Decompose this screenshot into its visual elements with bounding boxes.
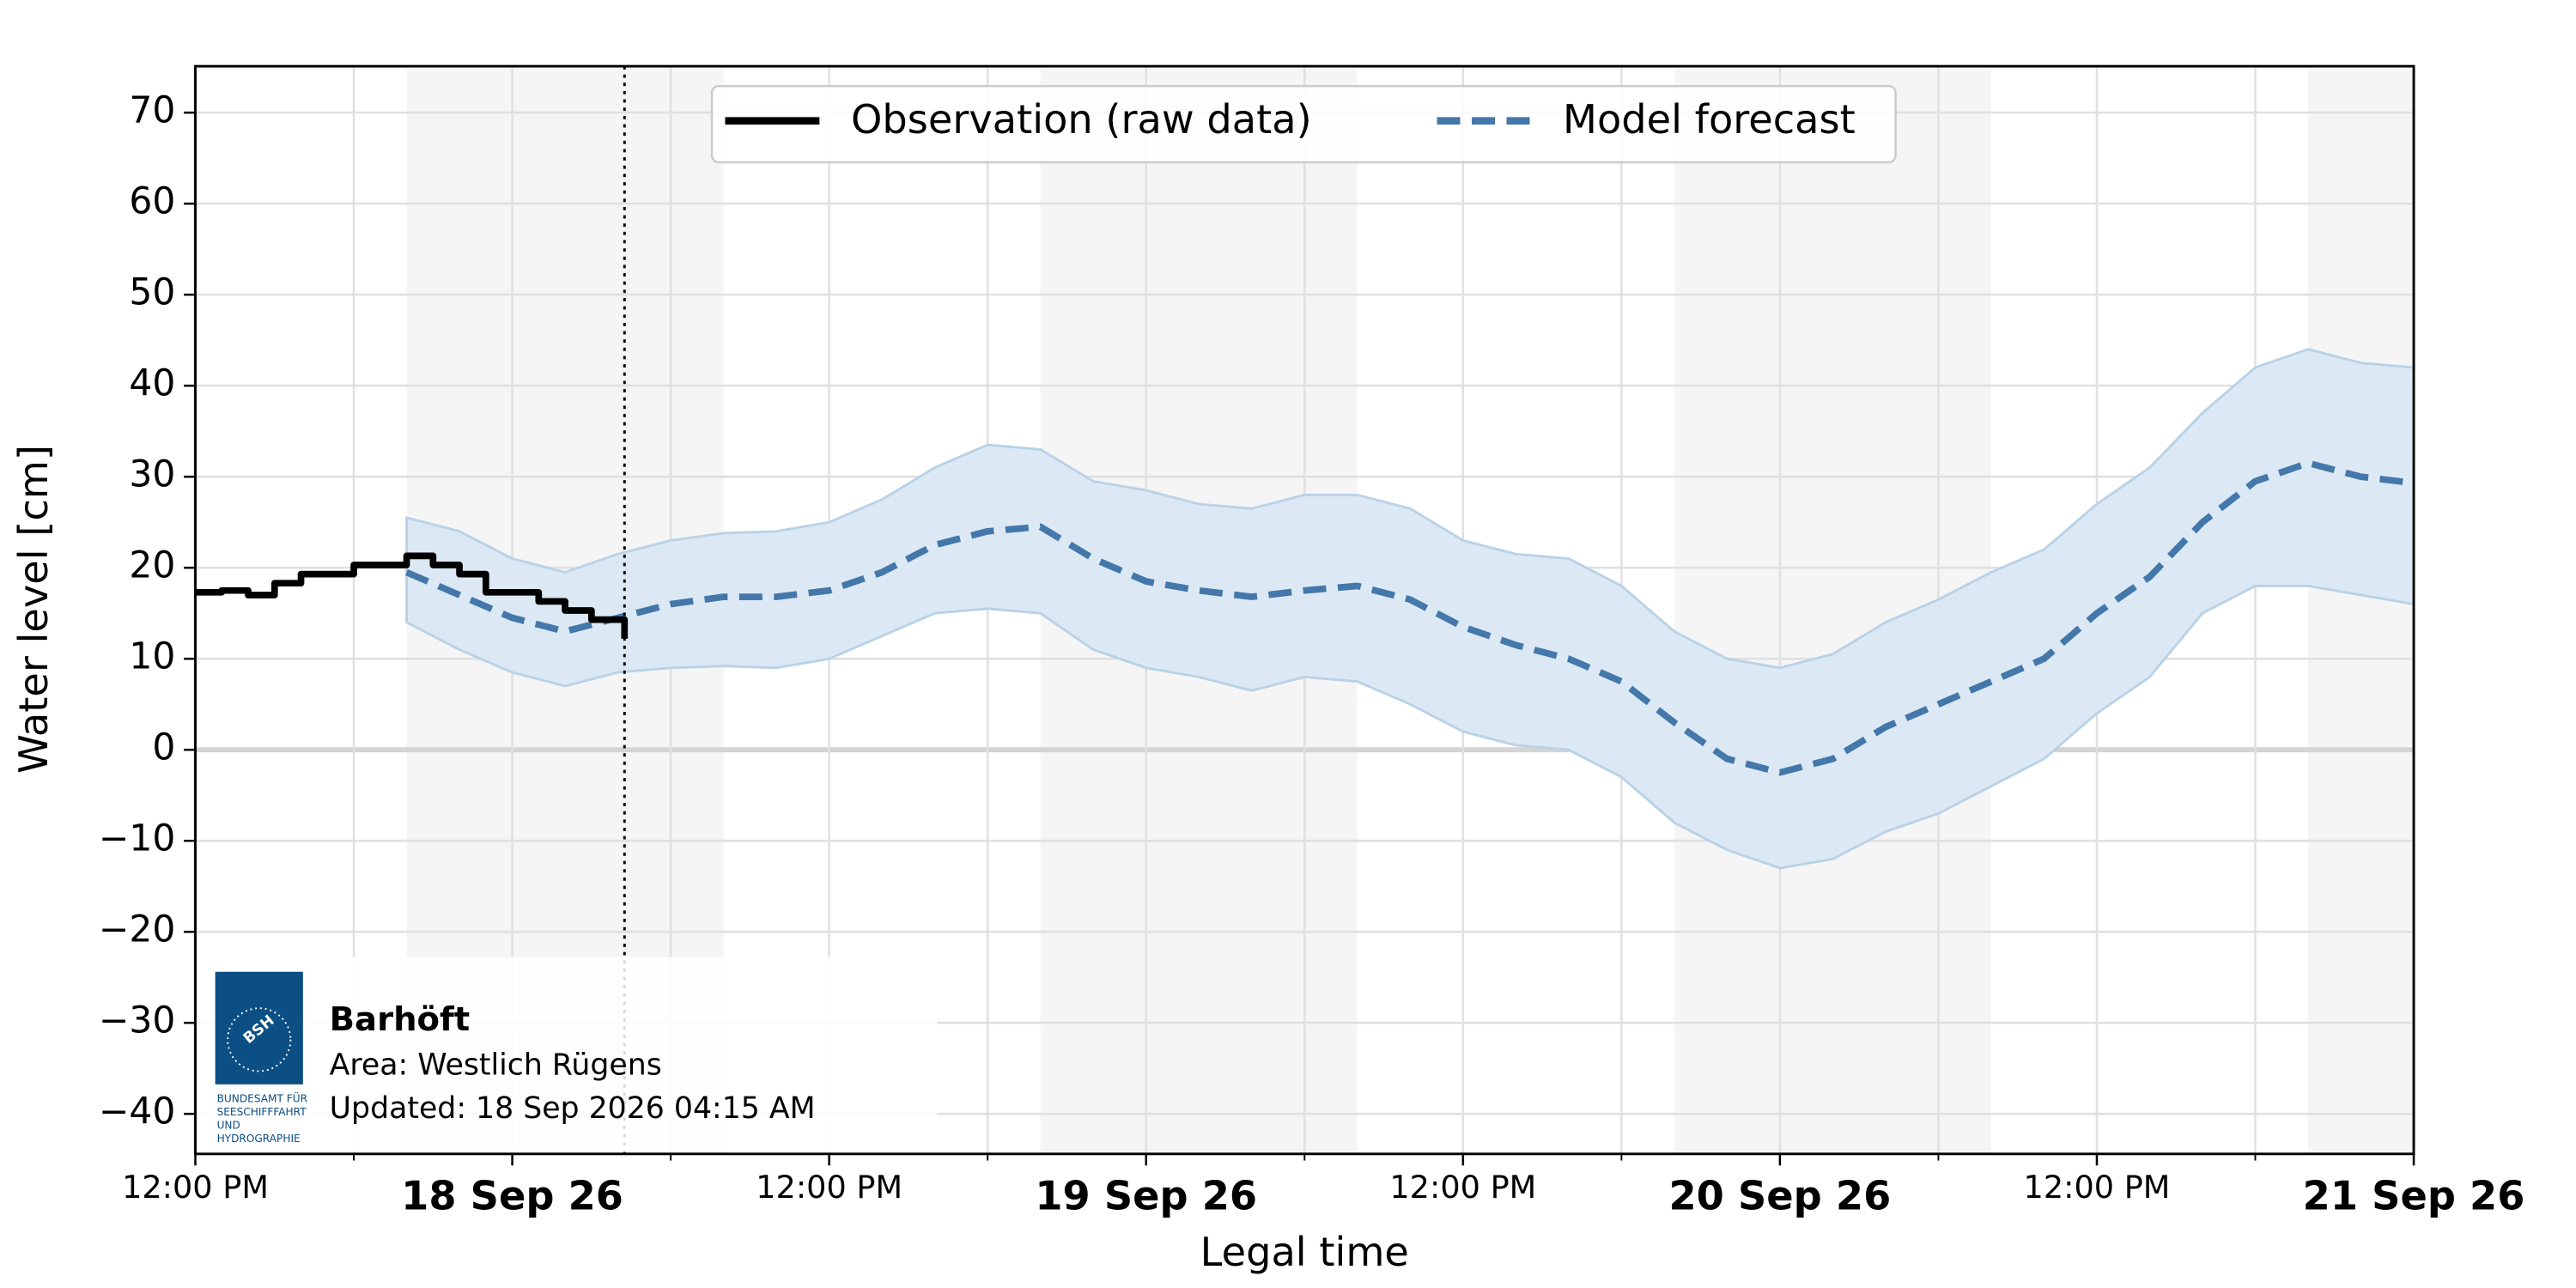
station-updated: Updated: 18 Sep 2026 04:15 AM — [330, 1091, 816, 1126]
y-tick-label: 50 — [129, 272, 175, 314]
y-axis-label: Water level [cm] — [10, 445, 57, 774]
legend-label: Model forecast — [1563, 96, 1856, 143]
x-tick-label: 12:00 PM — [1389, 1169, 1536, 1206]
y-tick-label: −10 — [99, 818, 176, 860]
x-tick-label: 18 Sep 26 — [401, 1172, 623, 1218]
y-tick-label: 70 — [129, 90, 175, 132]
y-tick-label: 20 — [129, 545, 175, 587]
series-line — [405, 459, 2415, 776]
y-tick-label: 40 — [129, 363, 175, 405]
logo-caption: UND — [217, 1120, 240, 1132]
x-axis-label: Legal time — [1200, 1229, 1409, 1275]
y-tick-label: 60 — [129, 181, 175, 223]
y-tick-label: 30 — [129, 454, 175, 496]
y-tick-label: 0 — [152, 727, 175, 769]
logo-caption: BUNDESAMT FÜR — [217, 1091, 308, 1105]
y-tick-label: −40 — [99, 1091, 176, 1133]
logo-caption: HYDROGRAPHIE — [217, 1133, 301, 1145]
station-area: Area: Westlich Rügens — [330, 1048, 662, 1083]
x-tick-label: 19 Sep 26 — [1035, 1172, 1257, 1218]
x-tick-label: 12:00 PM — [2024, 1169, 2171, 1206]
night-band — [2308, 66, 2415, 1154]
info-box — [197, 957, 938, 1152]
series-line — [195, 552, 629, 639]
legend-label: Observation (raw data) — [851, 96, 1312, 143]
logo-caption: SEESCHIFFFAHRT — [217, 1106, 307, 1118]
x-tick-label: 20 Sep 26 — [1668, 1172, 1891, 1218]
y-tick-label: −30 — [99, 1000, 176, 1042]
logo-ring — [227, 1007, 292, 1072]
x-tick-label: 12:00 PM — [122, 1169, 269, 1206]
y-tick-label: 10 — [129, 636, 175, 678]
x-tick-label: 21 Sep 26 — [2303, 1172, 2525, 1218]
legend-box — [710, 85, 1897, 164]
station-name: Barhöft — [330, 1000, 471, 1039]
y-tick-label: −20 — [99, 909, 176, 951]
plot-frame — [194, 64, 2415, 1156]
x-tick-label: 12:00 PM — [756, 1169, 902, 1206]
